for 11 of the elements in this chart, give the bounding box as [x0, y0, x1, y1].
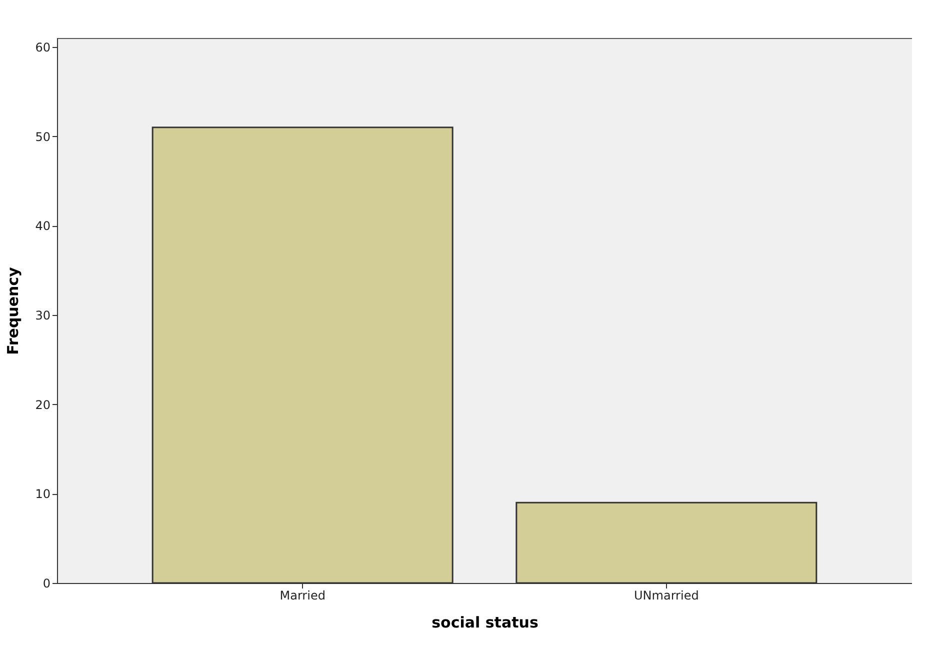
x-tick-label: Married — [280, 588, 326, 602]
x-tick-label: UNmarried — [634, 588, 699, 602]
y-tick-label: 0 — [42, 576, 50, 590]
y-tick-label: 10 — [35, 487, 50, 502]
y-tick-label: 50 — [35, 130, 50, 144]
y-tick-label: 30 — [35, 308, 50, 322]
y-axis-title: Frequency — [4, 266, 22, 355]
y-tick-label: 40 — [35, 219, 50, 234]
x-axis-title: social status — [432, 614, 538, 632]
y-tick-label: 60 — [35, 40, 50, 54]
y-tick-label: 20 — [35, 398, 50, 412]
